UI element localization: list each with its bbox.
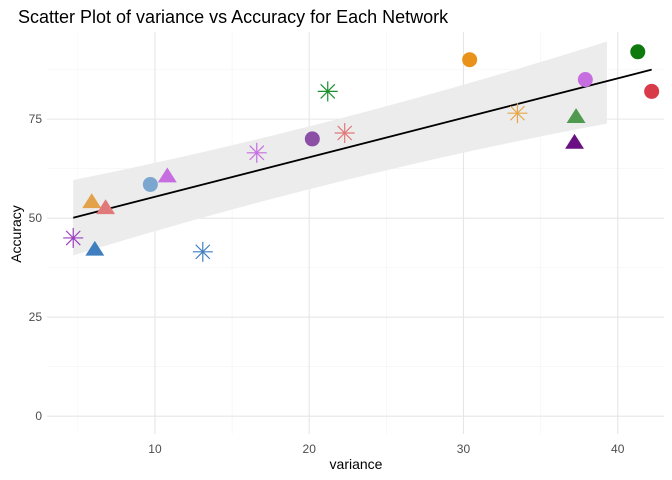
chart-title: Scatter Plot of variance vs Accuracy for… bbox=[18, 7, 449, 27]
trend-line bbox=[72, 68, 652, 219]
trend-line-layer bbox=[72, 68, 652, 219]
data-point-circle bbox=[142, 176, 158, 192]
data-point-star bbox=[246, 142, 267, 163]
confidence-band bbox=[73, 41, 607, 256]
confidence-band-layer bbox=[73, 41, 607, 256]
y-tick-label: 50 bbox=[29, 211, 43, 225]
data-point-circle bbox=[630, 44, 646, 60]
data-point-star bbox=[192, 241, 213, 262]
x-tick-label: 20 bbox=[303, 442, 317, 456]
data-point-triangle bbox=[566, 108, 586, 124]
data-point-star bbox=[334, 122, 355, 143]
data-point-triangle bbox=[82, 193, 102, 209]
data-point-circle bbox=[577, 72, 593, 88]
tick-labels-layer: 10 20 30 40 0 25 50 75 bbox=[29, 112, 625, 456]
y-axis-title: Accuracy bbox=[8, 205, 24, 263]
x-tick-label: 10 bbox=[148, 442, 162, 456]
data-point-triangle bbox=[157, 167, 177, 183]
y-tick-label: 25 bbox=[29, 310, 43, 324]
data-point-circle bbox=[462, 52, 478, 68]
data-point-triangle bbox=[85, 240, 105, 256]
points-layer bbox=[63, 44, 660, 262]
x-axis-title: variance bbox=[330, 456, 383, 472]
data-point-triangle bbox=[565, 133, 584, 149]
data-point-circle bbox=[644, 83, 660, 99]
data-point-star bbox=[507, 103, 528, 124]
y-tick-label: 75 bbox=[29, 112, 43, 126]
x-tick-label: 30 bbox=[457, 442, 471, 456]
data-point-star bbox=[63, 227, 84, 248]
x-tick-label: 40 bbox=[611, 442, 625, 456]
data-point-triangle bbox=[96, 199, 116, 215]
data-point-circle bbox=[304, 131, 320, 147]
y-tick-label: 0 bbox=[35, 409, 42, 423]
data-point-star bbox=[317, 81, 338, 102]
